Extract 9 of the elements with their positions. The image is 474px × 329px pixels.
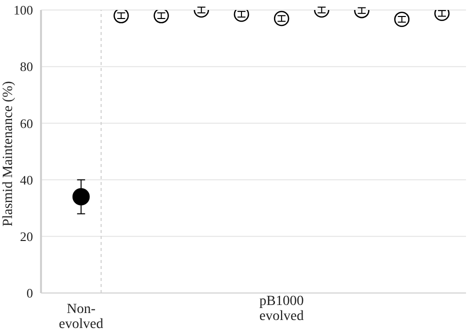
y-axis-title: Plasmid Maintenance (%) bbox=[0, 80, 16, 226]
y-tick-label: 0 bbox=[26, 286, 33, 301]
y-tick-label: 20 bbox=[20, 229, 33, 244]
y-tick-label: 80 bbox=[20, 59, 33, 74]
text: pB1000 evolved bbox=[259, 294, 304, 324]
y-tick-label: 40 bbox=[20, 172, 33, 188]
x-tick-label: Non-evolved bbox=[58, 302, 104, 329]
y-tick-label: 60 bbox=[20, 116, 33, 131]
y-tick-label: 100 bbox=[14, 2, 33, 18]
